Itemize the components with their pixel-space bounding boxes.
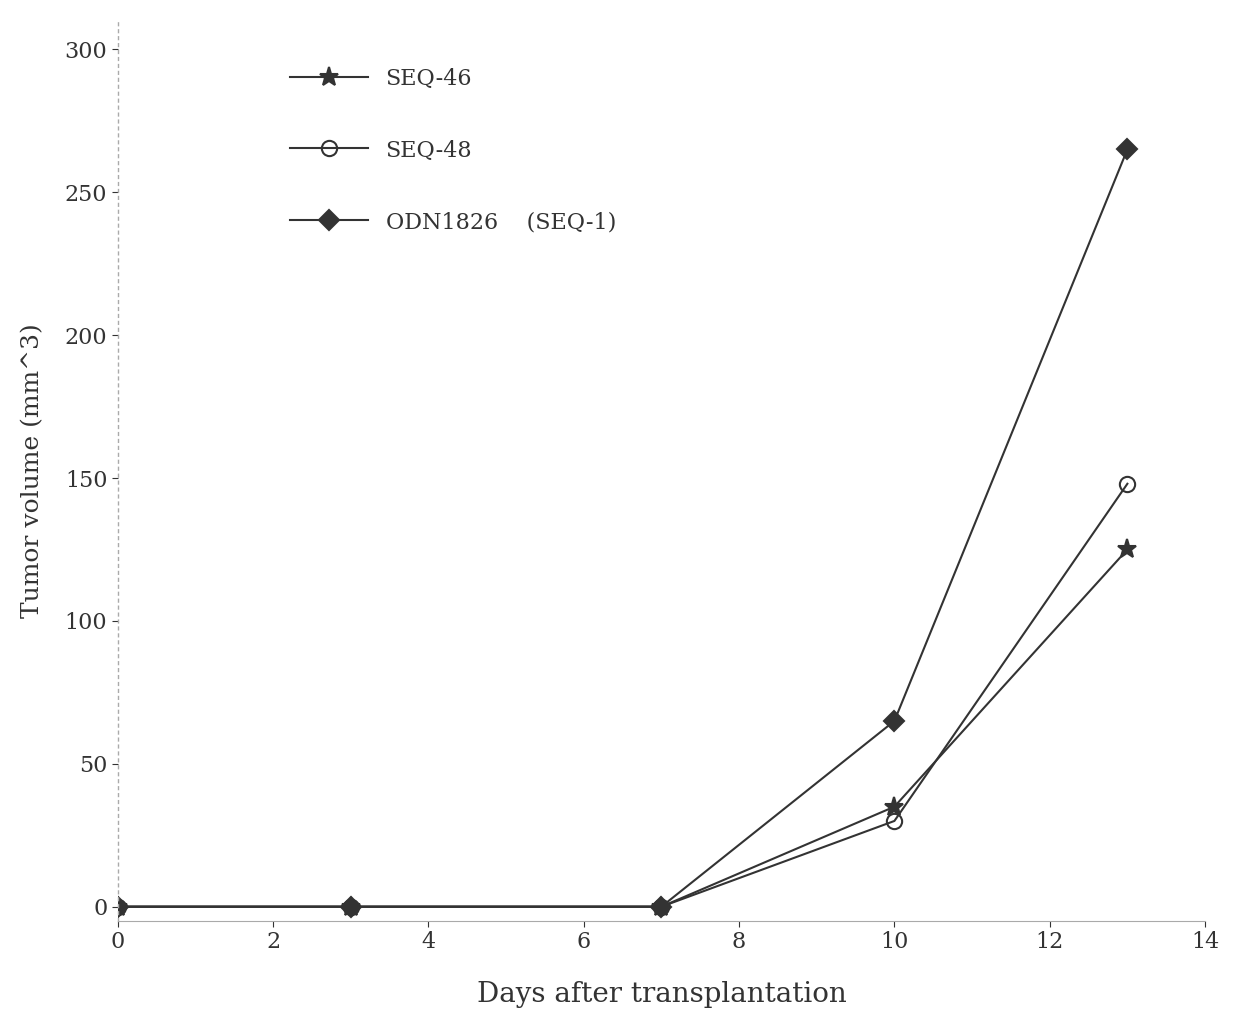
Y-axis label: Tumor volume (mm^3): Tumor volume (mm^3) <box>21 323 43 618</box>
X-axis label: Days after transplantation: Days after transplantation <box>476 982 847 1008</box>
Legend: SEQ-46, SEQ-48, ODN1826    (SEQ-1): SEQ-46, SEQ-48, ODN1826 (SEQ-1) <box>281 59 625 242</box>
